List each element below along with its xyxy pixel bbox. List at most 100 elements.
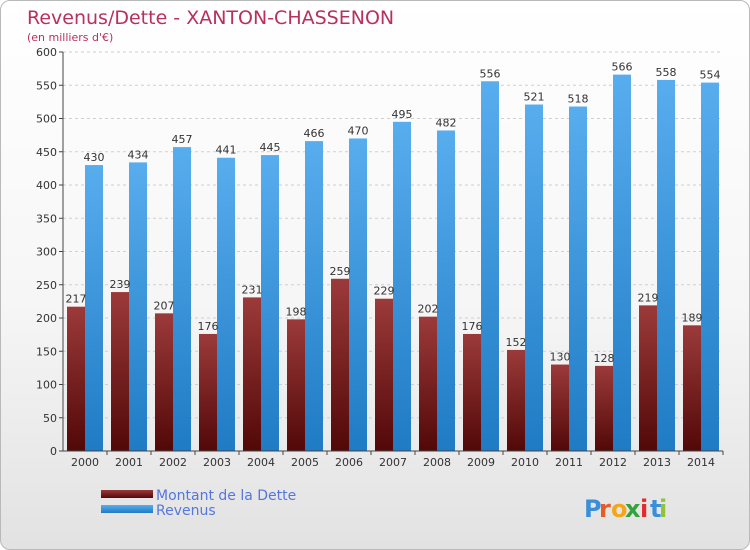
- x-axis-ticks: 2000 2001 2002 2003 2004 2005 2006 2007 2008 2009…: [71, 451, 724, 469]
- data-label-dette: 217: [66, 293, 87, 306]
- data-label-revenus: 434: [128, 148, 149, 161]
- bar-revenus: [349, 138, 367, 451]
- bar-revenus: [305, 141, 323, 452]
- x-tick-label: 2000: [71, 456, 99, 469]
- data-label-dette: 202: [418, 303, 439, 316]
- y-tick-label: 250: [36, 279, 57, 292]
- bar-revenus: [393, 121, 411, 451]
- x-tick-label: 2004: [247, 456, 275, 469]
- data-label-dette: 229: [374, 285, 395, 298]
- bar-revenus: [437, 130, 455, 451]
- bar-dette: [155, 313, 173, 451]
- data-labels: 217 430 239 434 207 457 176 441 231 445 198 466 259 4…: [66, 61, 721, 365]
- bar-dette: [287, 319, 305, 451]
- proxiti-logo: Pr ox i ti: [584, 495, 667, 523]
- x-tick-label: 2007: [379, 456, 407, 469]
- y-tick-label: 350: [36, 212, 57, 225]
- brand-letter: i: [659, 495, 667, 523]
- chart-title: Revenus/Dette - XANTON-CHASSENON: [27, 7, 394, 29]
- y-tick-label: 500: [36, 113, 57, 126]
- brand-letter: i: [640, 495, 648, 523]
- bar-revenus: [701, 82, 719, 451]
- x-tick-label: 2012: [599, 456, 627, 469]
- legend-swatch-dette: [101, 490, 153, 498]
- data-label-dette: 207: [154, 299, 175, 312]
- data-label-revenus: 445: [260, 141, 281, 154]
- bar-dette: [111, 292, 129, 451]
- bar-revenus: [85, 165, 103, 452]
- chart-subtitle: (en milliers d'€): [27, 31, 113, 44]
- y-tick-label: 150: [36, 345, 57, 358]
- data-label-dette: 189: [682, 311, 703, 324]
- bar-dette: [683, 325, 701, 451]
- data-label-revenus: 521: [524, 91, 545, 104]
- legend-swatch-revenus: [101, 505, 153, 513]
- data-label-dette: 239: [110, 278, 131, 291]
- data-label-revenus: 430: [84, 151, 105, 164]
- bars: [67, 74, 719, 452]
- bar-dette: [639, 305, 657, 451]
- x-tick-label: 2003: [203, 456, 231, 469]
- x-tick-label: 2005: [291, 456, 319, 469]
- brand-letter: t: [650, 495, 661, 523]
- bar-revenus: [613, 74, 631, 452]
- x-tick-label: 2001: [115, 456, 143, 469]
- y-tick-label: 600: [36, 46, 57, 59]
- x-tick-label: 2011: [555, 456, 583, 469]
- y-tick-label: 100: [36, 379, 57, 392]
- brand-letter: o: [611, 495, 628, 523]
- bar-dette: [243, 297, 261, 451]
- bar-revenus: [525, 104, 543, 451]
- y-tick-label: 200: [36, 312, 57, 325]
- x-tick-label: 2009: [467, 456, 495, 469]
- x-tick-label: 2013: [643, 456, 671, 469]
- bar-dette: [507, 349, 525, 451]
- x-tick-label: 2010: [511, 456, 539, 469]
- data-label-revenus: 470: [348, 124, 369, 137]
- data-label-revenus: 558: [656, 66, 677, 79]
- y-tick-label: 450: [36, 146, 57, 159]
- data-label-revenus: 566: [612, 61, 633, 74]
- x-tick-label: 2014: [687, 456, 715, 469]
- brand-letter: r: [599, 495, 611, 523]
- data-label-dette: 130: [550, 351, 571, 364]
- y-tick-label: 550: [36, 79, 57, 92]
- data-label-revenus: 518: [568, 93, 589, 106]
- data-label-dette: 231: [242, 283, 263, 296]
- bar-dette: [375, 298, 393, 451]
- data-label-revenus: 482: [436, 116, 457, 129]
- bar-dette: [595, 365, 613, 451]
- data-label-dette: 176: [198, 320, 219, 333]
- legend-item-revenus: Revenus: [101, 503, 216, 519]
- data-label-revenus: 457: [172, 133, 193, 146]
- brand-letter: x: [625, 495, 641, 523]
- bar-revenus: [217, 157, 235, 452]
- data-label-revenus: 556: [480, 67, 501, 80]
- legend-label-dette: Montant de la Dette: [156, 488, 296, 504]
- y-tick-label: 400: [36, 179, 57, 192]
- bar-revenus: [173, 147, 191, 451]
- bar-dette: [463, 333, 481, 451]
- bar-dette: [67, 306, 85, 451]
- bar-dette: [551, 364, 569, 451]
- data-label-revenus: 495: [392, 108, 413, 121]
- bar-revenus: [129, 162, 147, 451]
- bar-revenus: [261, 155, 279, 451]
- data-label-dette: 219: [638, 291, 659, 304]
- data-label-revenus: 554: [700, 69, 721, 82]
- data-label-dette: 152: [506, 336, 527, 349]
- y-axis-ticks: 0 50 100 150 200 250 300 350 400 450 500 550 600: [36, 46, 63, 458]
- legend-item-dette: Montant de la Dette: [101, 488, 296, 504]
- bar-revenus: [481, 81, 499, 451]
- bar-dette: [419, 316, 437, 451]
- data-label-revenus: 441: [216, 144, 237, 157]
- data-label-dette: 259: [330, 265, 351, 278]
- data-label-revenus: 466: [304, 127, 325, 140]
- bar-revenus: [657, 79, 675, 452]
- data-label-dette: 128: [594, 352, 615, 365]
- data-label-dette: 198: [286, 305, 307, 318]
- y-tick-label: 300: [36, 246, 57, 259]
- bar-revenus: [569, 106, 587, 451]
- legend: Montant de la Dette Revenus: [101, 488, 296, 519]
